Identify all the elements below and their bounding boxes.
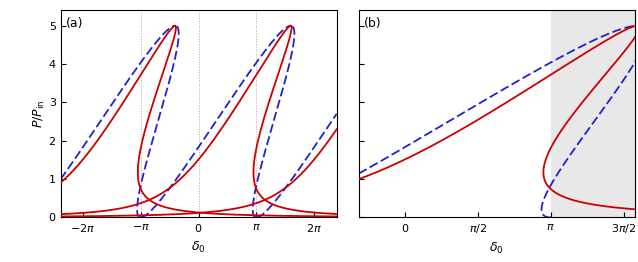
Text: (b): (b) [364, 17, 382, 30]
X-axis label: $\delta_0$: $\delta_0$ [489, 241, 504, 256]
Y-axis label: $P/P_{\rm in}$: $P/P_{\rm in}$ [32, 100, 47, 128]
Bar [551, 10, 638, 217]
Text: (a): (a) [66, 17, 84, 30]
X-axis label: $\delta_0$: $\delta_0$ [191, 240, 206, 255]
